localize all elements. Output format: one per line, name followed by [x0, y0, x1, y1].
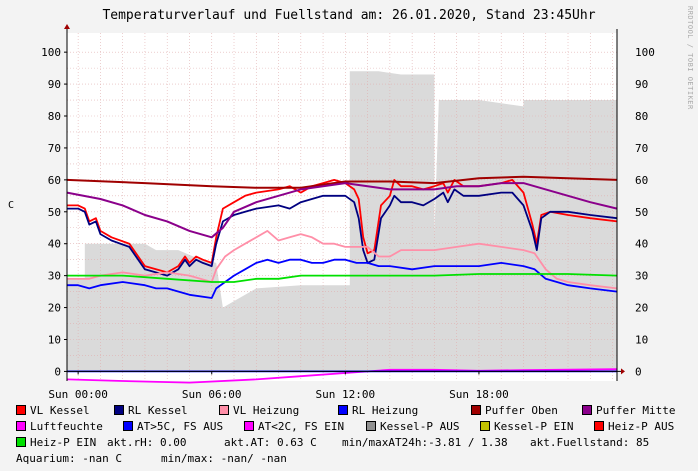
legend-item-heiz-p-aus: Heiz-P AUS: [594, 420, 674, 433]
legend-swatch: [244, 421, 254, 431]
y-tick-label-right: 0: [635, 365, 642, 378]
legend-label: VL Heizung: [233, 404, 300, 417]
y-axis-arrow: [64, 24, 70, 29]
y-tick-label-right: 50: [635, 206, 648, 219]
info-rh: akt.rH: 0.00: [107, 436, 187, 449]
legend-item-luftfeuchte: Luftfeuchte: [16, 420, 103, 433]
legend-label: AT>5C, FS AUS: [137, 420, 224, 433]
legend-label: Heiz-P EIN: [30, 436, 97, 449]
series-line-puffer-oben: [66, 175, 618, 189]
y-axis-label: C: [8, 200, 15, 211]
legend-item-at-gt-5c: AT>5C, FS AUS: [123, 420, 223, 433]
legend-label: Luftfeuchte: [30, 420, 103, 433]
info-aquarium-minmax: min/max: -nan/ -nan: [161, 452, 287, 465]
legend-label: VL Kessel: [30, 404, 90, 417]
legend-item-puffer-oben: Puffer Oben: [471, 404, 558, 417]
legend-item-kessel-p-aus: Kessel-P AUS: [366, 420, 459, 433]
series-line-rl-kessel: [67, 188, 618, 277]
y-tick-label: 20: [48, 302, 61, 315]
legend-swatch: [338, 405, 348, 415]
x-axis-arrow: [621, 368, 625, 375]
y-tick-label: 100: [41, 46, 61, 59]
y-tick-label-right: 30: [635, 270, 648, 283]
legend-swatch: [114, 405, 124, 415]
series-line-puffer-mitte: [66, 182, 618, 239]
legend-swatch: [582, 405, 592, 415]
legend-swatch: [480, 421, 490, 431]
legend-label: Kessel-P EIN: [494, 420, 574, 433]
y-tick-label-right: 100: [635, 46, 655, 59]
series-line-rl-heizung: [67, 258, 618, 299]
legend-item-kessel-p-ein: Kessel-P EIN: [480, 420, 573, 433]
legend-item-rl-kessel: RL Kessel: [114, 404, 188, 417]
legend-swatch: [471, 405, 481, 415]
info-fuellstand: akt.Fuellstand: 85: [530, 436, 650, 449]
legend-item-heiz-p-ein: Heiz-P EIN: [16, 436, 96, 449]
legend-item-vl-kessel: VL Kessel: [16, 404, 90, 417]
legend-swatch: [219, 405, 229, 415]
legend-item-puffer-mitte: Puffer Mitte: [582, 404, 675, 417]
legend-swatch: [16, 405, 26, 415]
legend-label: AT<2C, FS EIN: [258, 420, 345, 433]
legend-swatch: [594, 421, 604, 431]
y-tick-label: 70: [48, 142, 61, 155]
y-tick-label: 60: [48, 174, 61, 187]
legend-swatch: [16, 421, 26, 431]
series-line-heiz-p-ein: [67, 273, 618, 283]
y-tick-label-right: 60: [635, 174, 648, 187]
x-tick-label: Sun 12:00: [316, 388, 376, 401]
legend-label: Puffer Oben: [485, 404, 558, 417]
legend-item-vl-heizung: VL Heizung: [219, 404, 299, 417]
legend-swatch: [123, 421, 133, 431]
legend-item-rl-heizung: RL Heizung: [338, 404, 418, 417]
legend-row-4: Aquarium: -nan C min/max: -nan/ -nan: [16, 452, 696, 468]
y-tick-label: 90: [48, 78, 61, 91]
x-tick-label: Sun 18:00: [449, 388, 509, 401]
legend-item-at-lt-2c: AT<2C, FS EIN: [244, 420, 344, 433]
info-minmax: min/maxAT24h:-3.81 / 1.38: [342, 436, 508, 449]
x-tick-label: Sun 00:00: [48, 388, 108, 401]
y-tick-label: 10: [48, 333, 61, 346]
y-tick-label: 30: [48, 270, 61, 283]
legend-row-1: VL Kessel RL Kessel VL Heizung RL Heizun…: [16, 404, 696, 420]
y-tick-label-right: 70: [635, 142, 648, 155]
y-tick-label-right: 40: [635, 238, 648, 251]
y-tick-label: 80: [48, 110, 61, 123]
watermark: RRDTOOL / TOBI OETIKER: [686, 6, 694, 110]
y-tick-label: 50: [48, 206, 61, 219]
legend-label: RL Heizung: [352, 404, 419, 417]
legend-label: Heiz-P AUS: [608, 420, 675, 433]
legend-swatch: [16, 437, 26, 447]
y-tick-label-right: 20: [635, 302, 648, 315]
y-tick-label-right: 80: [635, 110, 648, 123]
x-tick-label: Sun 06:00: [182, 388, 242, 401]
y-tick-label: 40: [48, 238, 61, 251]
legend: VL Kessel RL Kessel VL Heizung RL Heizun…: [16, 404, 696, 468]
y-tick-label: 0: [54, 365, 61, 378]
legend-label: Kessel-P AUS: [380, 420, 460, 433]
series-line-vl-heizung: [67, 229, 618, 290]
legend-swatch: [366, 421, 376, 431]
chart-title: Temperaturverlauf und Fuellstand am: 26.…: [102, 8, 596, 23]
legend-label: Puffer Mitte: [596, 404, 676, 417]
info-at: akt.AT: 0.63 C: [224, 436, 317, 449]
legend-row-2: Luftfeuchte AT>5C, FS AUS AT<2C, FS EIN …: [16, 420, 696, 436]
legend-label: RL Kessel: [128, 404, 188, 417]
info-aquarium: Aquarium: -nan C: [16, 452, 122, 465]
y-tick-label-right: 10: [635, 333, 648, 346]
legend-row-3: Heiz-P EIN akt.rH: 0.00 akt.AT: 0.63 C m…: [16, 436, 696, 452]
y-tick-label-right: 90: [635, 78, 648, 91]
